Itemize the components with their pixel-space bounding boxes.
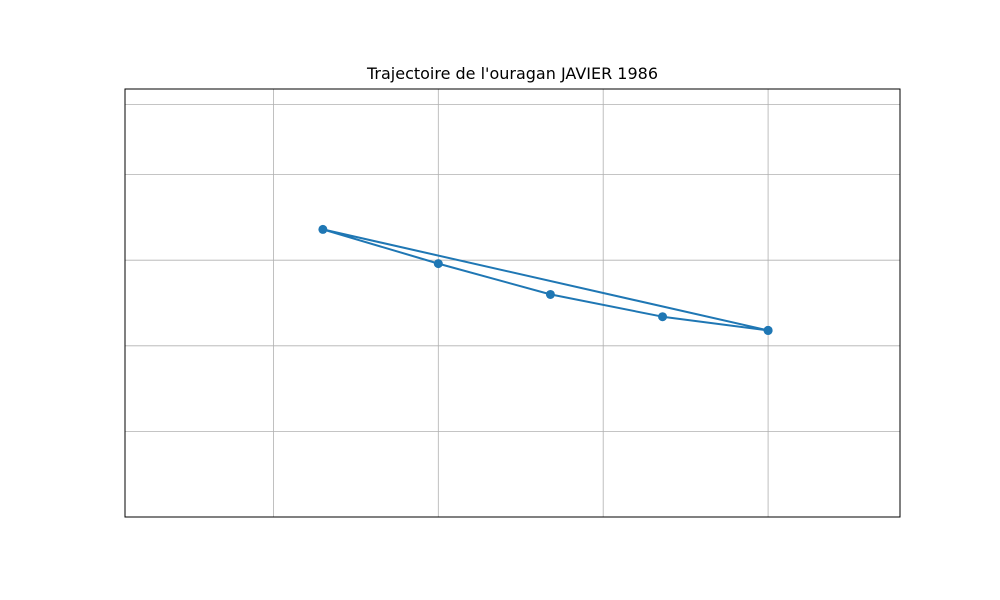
track-point-4 [318,224,328,234]
series-line-0 [321,228,769,332]
track-point-2 [545,289,555,299]
grid [125,89,900,517]
plot-frame [124,88,901,518]
track-point-3 [433,259,443,269]
track-point-1 [658,312,668,322]
track-point-5 [763,325,773,335]
chart-title: Trajectoire de l'ouragan JAVIER 1986 [366,64,658,83]
series-layer [318,224,773,335]
